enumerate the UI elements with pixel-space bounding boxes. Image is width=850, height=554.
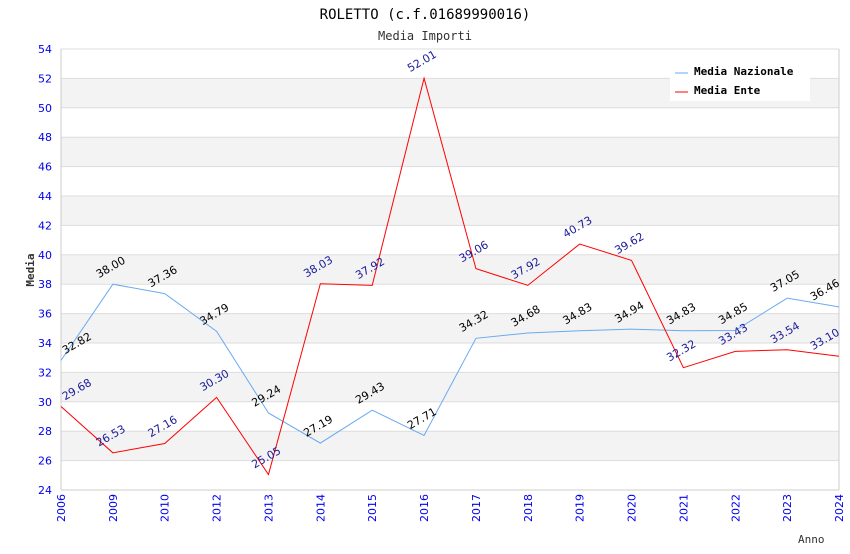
- grid-band: [61, 254, 839, 285]
- data-label: 39.62: [613, 230, 647, 257]
- series-line-ente: [60, 76, 840, 476]
- y-tick-label: 42: [38, 219, 52, 232]
- grid-band: [61, 196, 839, 226]
- y-tick-label: 34: [38, 337, 52, 350]
- x-tick-label: 2014: [314, 494, 327, 522]
- x-tick-label: 2021: [677, 494, 690, 522]
- legend-label-nazionale: Media Nazionale: [694, 65, 794, 78]
- y-tick-label: 50: [38, 102, 52, 115]
- y-tick-label: 44: [38, 190, 52, 203]
- x-tick-label: 2020: [626, 494, 639, 522]
- x-tick-label: 2017: [470, 494, 483, 522]
- x-tick-label: 2012: [211, 494, 224, 522]
- chart-title: ROLETTO (c.f.01689990016): [320, 7, 531, 23]
- y-tick-label: 32: [38, 366, 52, 379]
- y-tick-label: 52: [38, 72, 52, 85]
- grid-band: [61, 137, 839, 167]
- x-tick-label: 2018: [522, 494, 535, 522]
- x-tick-label: 2016: [418, 494, 431, 522]
- x-tick-label: 2019: [574, 494, 587, 522]
- legend-label-ente: Media Ente: [694, 84, 761, 97]
- series-line-nazionale: [60, 283, 840, 444]
- y-tick-label: 24: [38, 484, 52, 497]
- y-tick-label: 48: [38, 131, 52, 144]
- y-tick-label: 26: [38, 455, 52, 468]
- y-tick-label: 30: [38, 396, 52, 409]
- x-tick-label: 2024: [833, 494, 846, 522]
- y-axis-label: Media: [24, 253, 37, 286]
- y-tick-label: 40: [38, 249, 52, 262]
- x-tick-label: 2015: [366, 494, 379, 522]
- y-tick-label: 46: [38, 161, 52, 174]
- x-tick-label: 2013: [262, 494, 275, 522]
- legend: Media Nazionale Media Ente: [670, 60, 810, 101]
- grid-band: [61, 313, 839, 343]
- y-tick-label: 36: [38, 308, 52, 321]
- x-tick-label: 2010: [159, 494, 172, 522]
- x-axis-label: Anno: [798, 533, 825, 546]
- y-tick-label: 28: [38, 425, 52, 438]
- y-tick-label: 54: [38, 43, 52, 56]
- x-tick-label: 2022: [729, 494, 742, 522]
- data-label: 27.71: [405, 405, 439, 432]
- grid-band: [61, 431, 839, 461]
- y-tick-label: 38: [38, 278, 52, 291]
- chart-subtitle: Media Importi: [378, 29, 472, 43]
- data-label: 52.01: [405, 48, 439, 75]
- x-tick-label: 2023: [781, 494, 794, 522]
- x-tick-label: 2009: [107, 494, 120, 522]
- x-tick-label: 2006: [55, 494, 68, 522]
